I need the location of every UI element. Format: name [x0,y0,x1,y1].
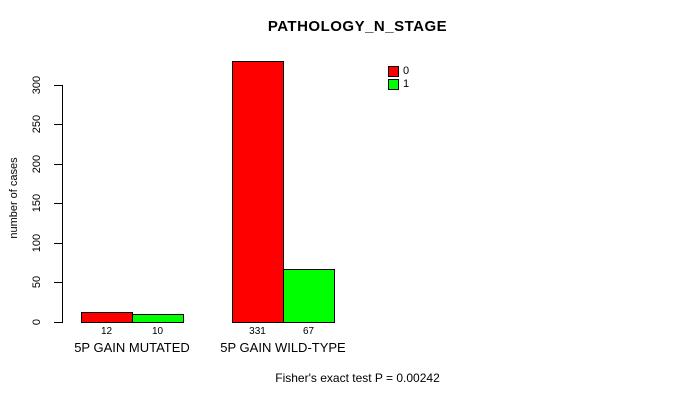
x-axis-label-5p-gain-mutated: 5P GAIN MUTATED [74,340,190,355]
legend-label: 1 [403,78,410,90]
y-axis-tick-label: 200 [31,154,43,174]
bar-5p-gain-mutated-series-1 [132,313,184,323]
chart-title: PATHOLOGY_N_STAGE [267,18,448,35]
y-axis-tick [54,203,62,205]
legend-swatch-icon [388,66,399,77]
y-axis-line [62,85,63,323]
y-axis-tick [54,282,62,284]
y-axis-tick [54,321,62,323]
y-axis-tick [54,85,62,86]
y-axis-tick-label: 100 [31,233,43,252]
y-axis-tick-label: 50 [31,275,43,289]
bar-value-label: 67 [302,326,315,337]
bar-5p-gain-mutated-series-0 [81,312,133,323]
y-axis-tick [54,242,62,244]
legend-label: 0 [403,65,410,77]
bar-value-label: 12 [100,326,113,337]
y-axis-tick [54,124,62,126]
y-axis-tick-label: 300 [31,75,43,95]
legend-item-1: 1 [388,78,409,91]
y-axis-tick-label: 250 [31,115,43,134]
bar-value-label: 10 [151,326,164,337]
y-axis-tick [54,163,62,165]
y-axis-tick-label: 150 [31,194,43,213]
y-axis-label: number of cases [8,157,20,239]
bar-5p-gain-wild-type-series-1 [283,268,335,323]
legend-item-0: 0 [388,65,409,78]
x-axis-label-5p-gain-wild-type: 5P GAIN WILD-TYPE [220,340,346,355]
bar-5p-gain-wild-type-series-0 [232,60,284,323]
y-axis-tick-label: 0 [31,318,43,325]
legend-swatch-icon [388,79,399,90]
bar-value-label: 331 [249,326,266,337]
footnote-text: Fisher's exact test P = 0.00242 [275,371,440,385]
